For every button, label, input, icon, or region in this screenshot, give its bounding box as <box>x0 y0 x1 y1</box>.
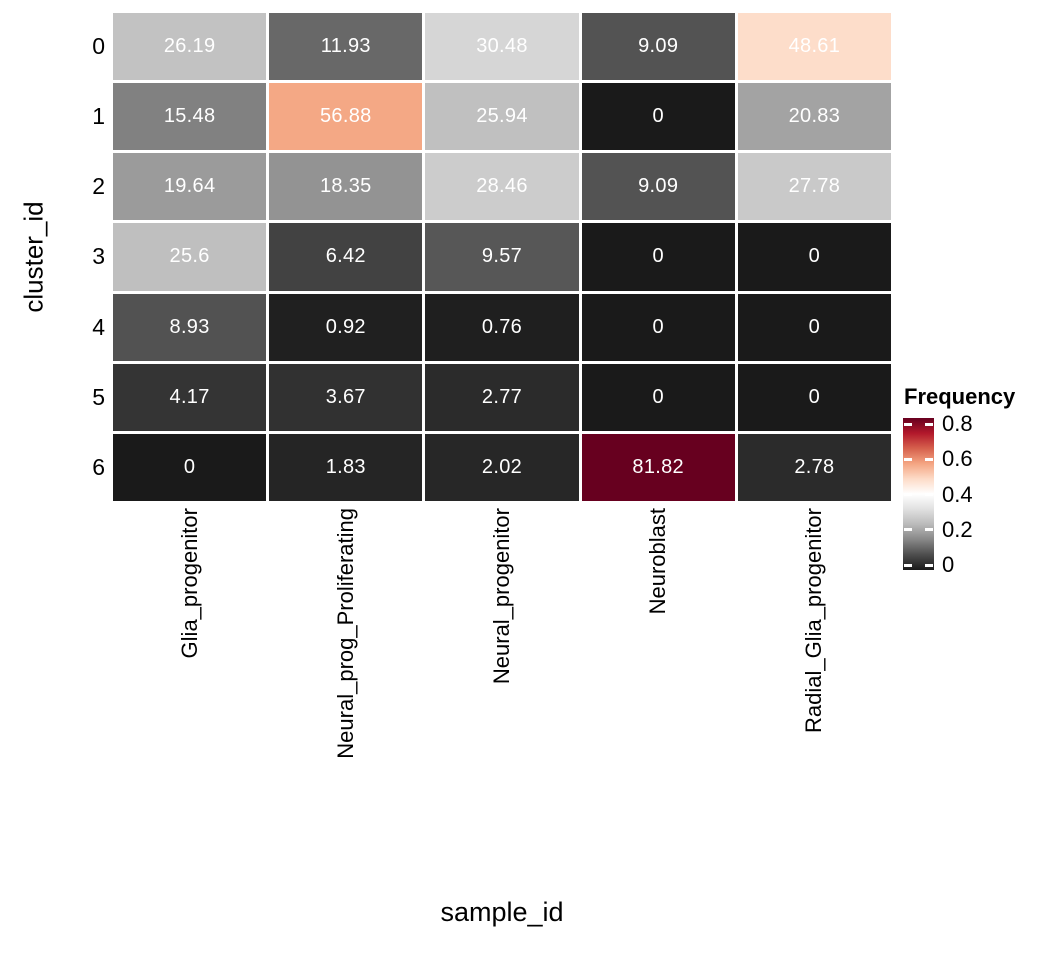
legend-tick <box>904 563 912 567</box>
legend-tick-label: 0.2 <box>942 516 973 542</box>
heatmap-cell: 0 <box>737 293 891 361</box>
heatmap-cell: 0.92 <box>269 293 423 361</box>
legend-tick <box>904 528 912 532</box>
heatmap-cell: 6.42 <box>269 223 423 291</box>
x-axis-tick-label: Neural_prog_Proliferating <box>332 508 358 759</box>
y-axis-tick-label: 2 <box>92 173 105 200</box>
heatmap-cell: 25.6 <box>113 223 267 291</box>
heatmap-cell: 25.94 <box>425 83 579 151</box>
y-axis-tick-label: 4 <box>92 313 105 340</box>
heatmap-cell: 0 <box>737 223 891 291</box>
legend-scale: 0.8 0.6 0.4 0.2 0 <box>903 413 1053 576</box>
heatmap-cell: 0 <box>581 83 735 151</box>
heatmap-cell: 0 <box>581 293 735 361</box>
legend-title: Frequency <box>904 384 1016 409</box>
heatmap-cell: 11.93 <box>269 13 423 81</box>
heatmap-cell: 18.35 <box>269 153 423 221</box>
legend-tick <box>925 457 933 461</box>
heatmap-cell: 30.48 <box>425 13 579 81</box>
heatmap-cell: 19.64 <box>113 153 267 221</box>
y-axis-tick-labels: 0 1 2 3 4 5 6 <box>58 13 105 501</box>
heatmap-cell: 0 <box>113 433 267 501</box>
heatmap-cell: 2.02 <box>425 433 579 501</box>
heatmap-cell: 0 <box>581 363 735 431</box>
legend-tick <box>904 457 912 461</box>
y-axis-tick-label: 3 <box>92 243 105 270</box>
y-axis-tick-label: 6 <box>92 453 105 480</box>
heatmap-cell: 27.78 <box>737 153 891 221</box>
heatmap-cell: 3.67 <box>269 363 423 431</box>
legend-tick <box>925 493 933 497</box>
heatmap-cell: 0 <box>737 363 891 431</box>
legend-tick <box>925 563 933 567</box>
x-axis-tick-label: Neuroblast <box>645 508 671 615</box>
legend-tick <box>904 493 912 497</box>
heatmap-grid: 26.19 11.93 30.48 9.09 48.61 15.48 56.88 25.94 0… <box>113 13 891 501</box>
legend-tick-label: 0.6 <box>942 446 973 472</box>
heatmap-cell: 2.77 <box>425 363 579 431</box>
heatmap-cell: 20.83 <box>737 83 891 151</box>
x-axis-tick-label: Neural_progenitor <box>488 508 514 685</box>
heatmap-cell: 1.83 <box>269 433 423 501</box>
heatmap-cell: 0.76 <box>425 293 579 361</box>
heatmap-cell: 4.17 <box>113 363 267 431</box>
heatmap-cell: 9.09 <box>581 153 735 221</box>
y-axis-title: cluster_id <box>18 201 49 313</box>
heatmap-cell: 9.57 <box>425 223 579 291</box>
legend-tick-label: 0.4 <box>942 481 973 507</box>
legend-tick <box>925 422 933 426</box>
heatmap-cell: 48.61 <box>737 13 891 81</box>
x-axis-tick-label: Glia_progenitor <box>176 508 202 659</box>
x-axis-tick-label: Radial_Glia_progenitor <box>801 508 827 734</box>
heatmap-cell: 15.48 <box>113 83 267 151</box>
legend: Frequency 0.8 0.6 0.4 0.2 0 <box>903 384 1053 576</box>
y-axis-tick-label: 1 <box>92 103 105 130</box>
heatmap-cell: 56.88 <box>269 83 423 151</box>
legend-tick <box>904 422 912 426</box>
heatmap-cell: 8.93 <box>113 293 267 361</box>
heatmap-cell: 81.82 <box>581 433 735 501</box>
y-axis-tick-label: 5 <box>92 383 105 410</box>
x-axis-tick-labels: Glia_progenitor Neural_prog_Proliferating… <box>113 508 891 888</box>
y-axis-tick-label: 0 <box>92 33 105 60</box>
heatmap-cell: 0 <box>581 223 735 291</box>
x-axis-title: sample_id <box>440 897 564 927</box>
heatmap-cell: 9.09 <box>581 13 735 81</box>
heatmap-cell: 2.78 <box>737 433 891 501</box>
legend-tick-label: 0.8 <box>942 411 973 437</box>
heatmap-cell: 26.19 <box>113 13 267 81</box>
legend-tick-label: 0 <box>942 552 955 577</box>
legend-tick <box>925 528 933 532</box>
heatmap-cell: 28.46 <box>425 153 579 221</box>
